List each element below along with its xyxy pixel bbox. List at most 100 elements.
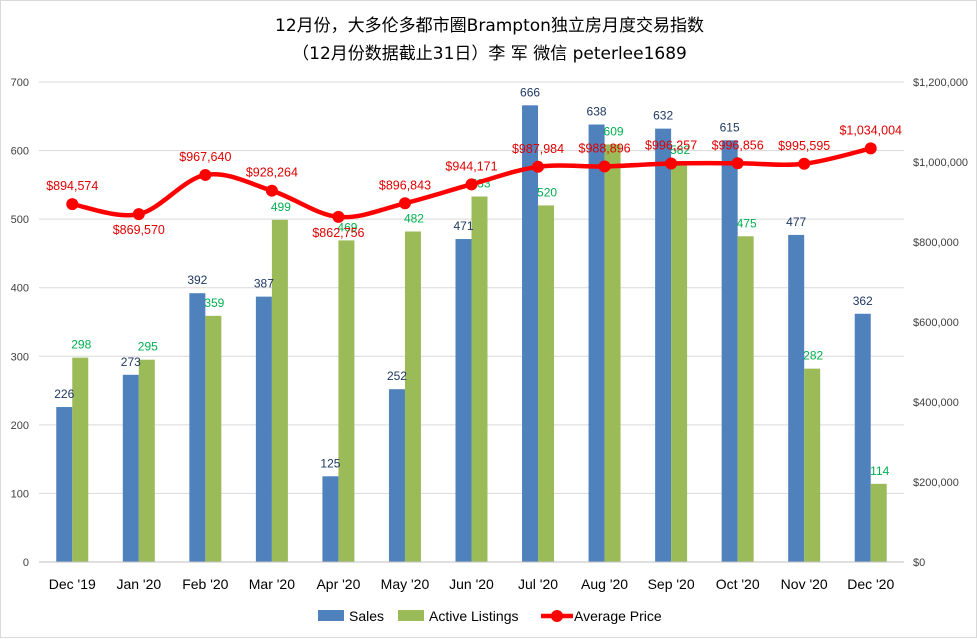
average-price-data-label: $896,843	[379, 178, 431, 192]
active-listings-data-label: 469	[337, 220, 357, 234]
active-listings-bar	[271, 219, 288, 563]
chart-subtitle: （12月份数据截止31日）李 军 微信 peterlee1689	[292, 44, 687, 64]
average-price-data-label: $996,257	[645, 138, 697, 152]
x-tick-label: Dec '20	[847, 576, 894, 592]
x-tick-label: Apr '20	[316, 576, 360, 592]
y-left-tick-label: 300	[11, 351, 29, 363]
average-price-data-label: $894,574	[46, 179, 98, 193]
y-right-tick-label: $0	[913, 557, 925, 569]
average-price-data-label: $869,570	[113, 223, 165, 237]
average-price-point	[132, 208, 145, 221]
y-left-tick-label: 0	[23, 557, 29, 569]
sales-bar	[588, 124, 605, 562]
y-right-tick-label: $800,000	[913, 237, 959, 249]
sales-bar	[455, 239, 472, 562]
legend-label-sales: Sales	[349, 608, 384, 624]
y-left-tick-label: 500	[11, 214, 29, 226]
sales-bar	[854, 313, 871, 562]
active-listings-bar	[737, 236, 754, 563]
sales-bar	[655, 128, 672, 562]
y-left-tick-label: 600	[11, 146, 29, 158]
average-price-point	[532, 160, 545, 173]
active-listings-bar	[870, 483, 887, 562]
sales-data-label: 252	[387, 369, 407, 383]
average-price-point	[864, 142, 877, 155]
average-price-data-label: $944,171	[445, 159, 497, 173]
active-listings-bar	[471, 196, 488, 562]
average-price-data-label: $988,896	[579, 141, 631, 155]
active-listings-bar	[604, 144, 621, 562]
active-listings-data-label: 499	[271, 200, 291, 214]
x-tick-label: Aug '20	[581, 576, 628, 592]
y-right-tick-label: $1,200,000	[913, 77, 968, 89]
average-price-data-label: $987,984	[512, 142, 564, 156]
sales-data-label: 392	[187, 273, 207, 287]
sales-bar	[322, 476, 339, 562]
sales-bar	[522, 105, 539, 563]
active-listings-bar	[205, 315, 222, 562]
active-listings-bar	[671, 162, 688, 562]
sales-data-label: 666	[520, 85, 540, 99]
x-tick-label: Sep '20	[648, 576, 695, 592]
average-price-data-label: $928,264	[246, 166, 298, 180]
average-price-data-label: $996,856	[712, 138, 764, 152]
average-price-data-label: $967,640	[179, 150, 231, 164]
sales-data-label: 638	[587, 105, 607, 119]
y-left-tick-label: 100	[11, 488, 29, 500]
legend-label-active-listings: Active Listings	[429, 608, 518, 624]
sales-data-label: 273	[121, 355, 141, 369]
sales-bar	[56, 407, 73, 562]
average-price-point	[66, 198, 79, 211]
sales-bar	[255, 296, 272, 562]
active-listings-data-label: 582	[670, 143, 690, 157]
x-tick-label: Dec '19	[49, 576, 96, 592]
average-price-data-label: $995,595	[778, 139, 830, 153]
sales-data-label: 362	[853, 294, 873, 308]
active-listings-data-label: 282	[803, 349, 823, 363]
average-price-point	[598, 160, 611, 173]
y-left-tick-label: 700	[11, 77, 29, 89]
legend-swatch-average-price-marker	[551, 610, 563, 622]
y-right-tick-label: $1,000,000	[913, 157, 968, 169]
average-price-data-label: $862,756	[312, 226, 364, 240]
active-listings-data-label: 609	[604, 124, 624, 138]
x-tick-label: Jun '20	[449, 576, 494, 592]
active-listings-data-label: 295	[138, 340, 158, 354]
legend-swatch-active-listings	[398, 610, 424, 621]
active-listings-data-label: 359	[204, 296, 224, 310]
average-price-data-label: $1,034,004	[839, 123, 902, 137]
average-price-point	[332, 210, 345, 223]
sales-bar	[788, 234, 805, 562]
active-listings-bar	[338, 240, 355, 562]
x-tick-label: Jan '20	[116, 576, 161, 592]
y-right-tick-label: $600,000	[913, 317, 959, 329]
active-listings-data-label: 482	[404, 211, 424, 225]
y-right-tick-label: $400,000	[913, 397, 959, 409]
average-price-point	[665, 157, 678, 170]
x-tick-label: Jul '20	[518, 576, 558, 592]
sales-bar	[122, 374, 139, 562]
x-tick-label: Feb '20	[182, 576, 228, 592]
active-listings-bar	[138, 359, 155, 562]
y-right-tick-label: $200,000	[913, 477, 959, 489]
active-listings-bar	[804, 368, 821, 562]
sales-data-label: 477	[786, 215, 806, 229]
x-tick-label: May '20	[381, 576, 430, 592]
x-tick-label: Nov '20	[781, 576, 828, 592]
average-price-point	[731, 157, 744, 170]
legend-swatch-sales	[318, 610, 344, 621]
sales-data-label: 471	[453, 219, 473, 233]
sales-data-label: 632	[653, 109, 673, 123]
average-price-point	[465, 178, 478, 191]
active-listings-bar	[404, 231, 421, 562]
y-left-tick-label: 400	[11, 283, 29, 295]
active-listings-data-label: 520	[537, 185, 557, 199]
active-listings-data-label: 475	[737, 216, 757, 230]
sales-data-label: 125	[320, 456, 340, 470]
average-price-point	[798, 157, 811, 170]
sales-bar	[189, 293, 206, 562]
sales-data-label: 615	[720, 120, 740, 134]
active-listings-data-label: 298	[71, 338, 91, 352]
sales-data-label: 387	[254, 277, 274, 291]
legend-label-average-price: Average Price	[574, 608, 662, 624]
